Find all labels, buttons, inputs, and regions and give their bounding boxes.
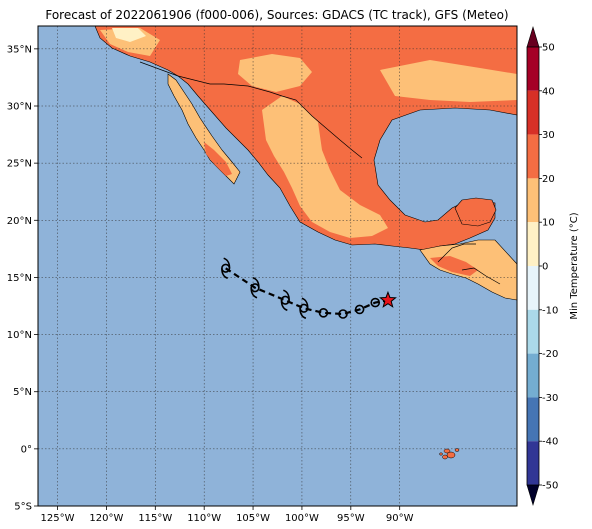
current-position-star-icon — [379, 290, 397, 308]
colorbar-tick-label: 40 — [542, 86, 555, 97]
storm-track — [221, 257, 397, 320]
y-axis-ticks: 35°N 30°N 25°N 20°N 15°N 10°N 5°N 0° 5°S — [7, 44, 38, 513]
colorbar-band — [527, 90, 539, 135]
tropical-storm-icon — [280, 289, 290, 312]
tropical-storm-icon — [221, 257, 231, 280]
land-cooler-region-3 — [380, 60, 517, 102]
y-tick-label: 15°N — [7, 273, 32, 284]
colorbar-tick-label: 0 — [542, 262, 548, 273]
land-cold-patch — [112, 28, 146, 42]
country-borders — [139, 61, 501, 285]
depression-icon — [354, 304, 365, 315]
colorbar-label: Min Temperature (°C) — [569, 212, 580, 319]
x-tick-label: 95°W — [337, 513, 365, 524]
y-tick-label: 0° — [21, 444, 32, 455]
colorbar-extend-max — [526, 25, 540, 48]
depression-icon — [370, 297, 381, 308]
x-tick-label: 100°W — [285, 513, 319, 524]
land-cooler-region-2 — [238, 54, 312, 92]
colorbar-tick-label: 20 — [542, 174, 555, 185]
land-cooler-region-1 — [262, 96, 388, 238]
map-frame — [37, 25, 518, 507]
colorbar-extend-min — [526, 484, 540, 507]
y-tick-label: 25°N — [7, 159, 32, 170]
colorbar-tick-label: -30 — [542, 393, 558, 404]
colorbar-tick-label: -20 — [542, 349, 558, 360]
y-tick-label: 20°N — [7, 216, 32, 227]
colorbar-band — [527, 266, 539, 310]
colorbar-band — [527, 222, 539, 266]
x-axis-ticks: 125°W 120°W 115°W 110°W 105°W 100°W 95°W 90°W — [41, 506, 414, 524]
colorbar-tick-label: -10 — [542, 305, 558, 316]
y-tick-label: 5°S — [14, 502, 32, 513]
colorbar-band — [527, 441, 539, 485]
depression-icon — [338, 309, 348, 319]
x-tick-label: 90°W — [386, 513, 414, 524]
colorbar-tick-label: 10 — [542, 218, 555, 229]
map-area — [37, 25, 518, 507]
x-tick-label: 120°W — [89, 513, 123, 524]
colorbar-band — [527, 47, 539, 91]
colorbar-tick-label: -40 — [542, 437, 558, 448]
y-tick-label: 30°N — [7, 102, 32, 113]
x-tick-label: 125°W — [41, 513, 75, 524]
depression-icon — [318, 308, 329, 318]
x-tick-label: 105°W — [236, 513, 270, 524]
y-tick-label: 10°N — [7, 330, 32, 341]
land-baja-warm — [204, 142, 232, 176]
galapagos-islands — [439, 448, 460, 460]
colorbar: 50 40 30 20 10 0 -10 -20 -30 -40 -50 — [526, 25, 558, 507]
colorbar-band — [527, 134, 539, 179]
land-yucatan — [454, 197, 497, 227]
colorbar-band — [527, 397, 539, 442]
y-tick-label: 5°N — [13, 387, 32, 398]
tropical-storm-icon — [299, 297, 309, 320]
tropical-storm-icon — [250, 276, 260, 299]
colorbar-tick-label: -50 — [542, 481, 558, 492]
colorbar-band — [527, 353, 539, 398]
land-central-america-warm — [430, 256, 478, 276]
y-tick-label: 35°N — [7, 44, 32, 55]
colorbar-band — [527, 178, 539, 223]
x-tick-label: 115°W — [138, 513, 172, 524]
colorbar-tick-label: 30 — [542, 130, 555, 141]
figure-title: Forecast of 2022061906 (f000-006), Sourc… — [45, 8, 508, 22]
colorbar-tick-label: 50 — [542, 43, 555, 54]
x-tick-label: 110°W — [187, 513, 221, 524]
colorbar-band — [527, 309, 539, 354]
